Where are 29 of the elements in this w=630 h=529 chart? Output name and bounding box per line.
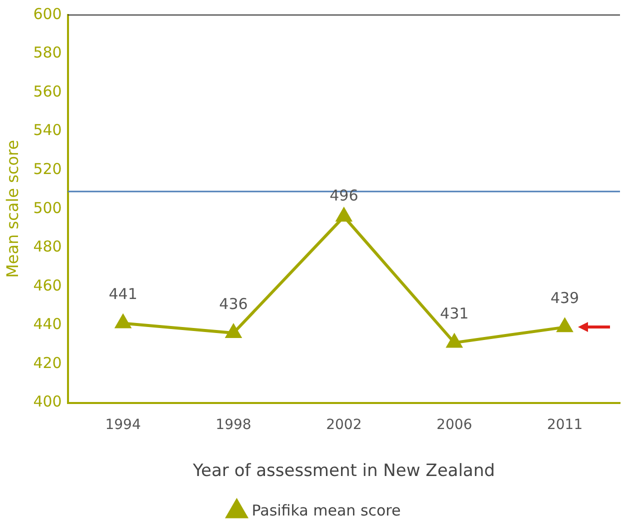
y-tick-label: 600 bbox=[33, 4, 62, 23]
point bbox=[446, 334, 462, 348]
y-tick-label: 580 bbox=[33, 44, 62, 62]
point bbox=[226, 324, 242, 338]
x-axis-title: Year of assessment in New Zealand bbox=[192, 461, 495, 482]
x-tick-label: 2011 bbox=[546, 416, 583, 433]
y-tick-label: 520 bbox=[33, 160, 62, 178]
legend-label: Pasifika mean score bbox=[252, 501, 401, 520]
y-tick-label: 540 bbox=[33, 121, 62, 140]
x-tick-label: 2002 bbox=[326, 416, 362, 433]
point bbox=[557, 318, 572, 332]
data-label: 431 bbox=[440, 304, 469, 323]
x-tick-label: 1994 bbox=[105, 416, 141, 433]
point bbox=[336, 208, 352, 222]
y-tick-label: 420 bbox=[33, 354, 62, 372]
y-tick-label: 480 bbox=[33, 238, 62, 256]
point bbox=[115, 314, 131, 328]
data-label: 436 bbox=[219, 294, 248, 313]
y-axis-title: Mean scale score bbox=[2, 140, 22, 278]
y-tick-label: 400 bbox=[33, 392, 62, 411]
data-label: 441 bbox=[108, 285, 138, 304]
x-tick-label: 2006 bbox=[436, 416, 472, 433]
x-tick-label: 1998 bbox=[216, 416, 252, 433]
y-tick-label: 460 bbox=[33, 276, 62, 294]
y-tick-label: 560 bbox=[33, 82, 62, 100]
y-tick-label: 440 bbox=[33, 315, 62, 334]
y-tick-label: 500 bbox=[33, 198, 62, 217]
data-label: 496 bbox=[330, 186, 358, 205]
data-label: 439 bbox=[550, 289, 580, 308]
